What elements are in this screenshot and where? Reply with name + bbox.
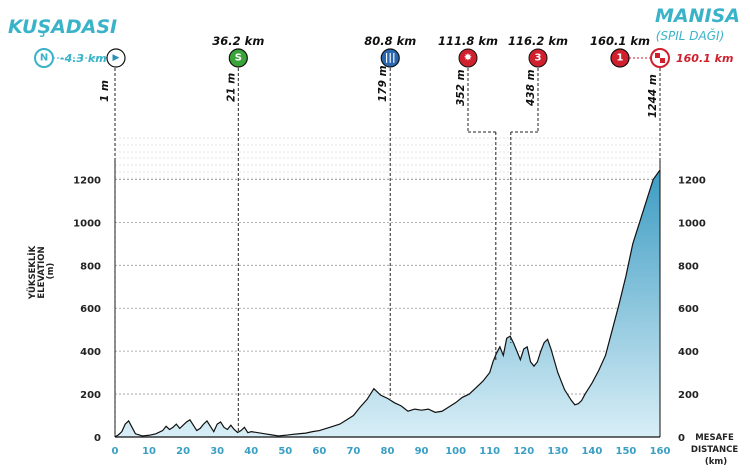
x-tick-label: 80: [381, 446, 395, 457]
altitude-label-bonus: 352 m: [455, 69, 467, 106]
x-tick-label: 70: [346, 446, 360, 457]
km-label-bonus: 111.8 km: [438, 34, 498, 48]
y-tick-label-left: 600: [80, 304, 101, 315]
x-tick-label: 20: [176, 446, 190, 457]
x-tick-label: 140: [581, 446, 602, 457]
x-tick-label: 50: [278, 446, 292, 457]
x-tick-label: 10: [142, 446, 156, 457]
marker-kom1: 1 160.1 km 1244 m: [590, 34, 661, 171]
neutral-distance: -4.3 km: [60, 52, 107, 65]
sprint-icon-symbol: S: [235, 53, 242, 64]
neutral-icon: [34, 48, 54, 68]
y-tick-label-right: 0: [678, 433, 685, 444]
finish-city-subtitle: (SPIL DAĞI): [656, 28, 725, 43]
sprint-icon: [228, 48, 248, 68]
elevation-area: [115, 170, 660, 437]
finish-distance: 160.1 km: [676, 52, 733, 65]
x-tick-label: 30: [210, 446, 224, 457]
finish-city-title: MANISA: [655, 5, 740, 27]
x-tick-label: 110: [479, 446, 500, 457]
x-tick-label: 60: [312, 446, 326, 457]
kom-cat1-icon-symbol: 1: [617, 53, 624, 64]
altitude-label-start: 1 m: [99, 80, 111, 102]
neutral-symbol: N: [40, 53, 48, 64]
km-label-sprint: 36.2 km: [212, 34, 264, 48]
y-tick-label-left: 400: [80, 347, 101, 358]
checkered-icon: [655, 53, 665, 63]
marker-sprint: S 36.2 km 21 m: [212, 34, 264, 433]
km-label-kom3: 116.2 km: [508, 34, 568, 48]
marker-bonus: ✸ 111.8 km 352 m: [438, 34, 498, 362]
flag-start-icon-symbol: ▶: [113, 53, 120, 63]
flag-start-icon: [106, 48, 126, 68]
start-city-title: KUŞADASI: [8, 16, 117, 38]
kom-cat1-icon: [610, 48, 630, 68]
y-axis-ticks-left: 0 200 400 600 800 1000 1200: [73, 175, 101, 444]
marker-kom3: 3 116.2 km 438 m: [508, 34, 568, 343]
y-tick-label-right: 1000: [678, 218, 706, 229]
elevation-line: [114, 169, 661, 438]
y-tick-label-left: 0: [94, 433, 101, 444]
bonus-sprint-icon-symbol: ✸: [464, 53, 472, 64]
altitude-label-kom3: 438 m: [525, 69, 537, 107]
kom-cat3-icon-symbol: 3: [535, 53, 542, 64]
y-tick-label-left: 1200: [73, 175, 101, 186]
y-tick-label-right: 1200: [678, 175, 706, 186]
y-tick-label-right: 200: [678, 390, 699, 401]
x-axis-ticks: 0 10 20 30 40 50 60 70 80 90 100 110 120 130 140 150 160: [112, 446, 671, 457]
y-tick-label-right: 600: [678, 304, 699, 315]
altitude-label-feed: 179 m: [377, 65, 389, 102]
y-tick-label-left: 800: [80, 261, 101, 272]
y-tick-label-right: 800: [678, 261, 699, 272]
feed-zone-icon-symbol: |||: [385, 53, 396, 64]
route-markers: ▶ 1 m S 36.2 km 21 m ||| 80.8 km 179 m ✸ 111.8 km…: [53, 34, 661, 437]
kom-cat3-icon: [528, 48, 548, 68]
x-tick-label: 100: [445, 446, 466, 457]
x-tick-label: 90: [415, 446, 429, 457]
y-axis-title: YÜKSEKLİK ELEVATION (m): [27, 243, 56, 300]
neutral-start: N -4.3 km: [34, 48, 107, 68]
altitude-label-kom1: 1244 m: [647, 74, 659, 118]
y-tick-label-left: 200: [80, 390, 101, 401]
x-tick-label: 0: [112, 446, 119, 457]
y-tick-label-right: 400: [678, 347, 699, 358]
x-tick-label: 40: [244, 446, 258, 457]
km-label-kom1: 160.1 km: [590, 34, 650, 48]
bonus-sprint-icon: [458, 48, 478, 68]
x-tick-label: 120: [513, 446, 534, 457]
x-tick-label: 130: [547, 446, 568, 457]
km-label-feed: 80.8 km: [364, 34, 416, 48]
axes: [114, 158, 661, 438]
grid: [115, 137, 660, 395]
finish-marker: 160.1 km: [650, 48, 733, 68]
x-tick-label: 150: [616, 446, 637, 457]
altitude-label-sprint: 21 m: [225, 73, 237, 102]
x-axis-title: MESAFE DISTANCE (km): [691, 433, 741, 467]
marker-start: ▶ 1 m: [53, 48, 126, 437]
y-axis-ticks-right: 0 200 400 600 800 1000 1200: [678, 175, 706, 444]
y-tick-label-left: 1000: [73, 218, 101, 229]
x-tick-label: 160: [650, 446, 671, 457]
feed-zone-icon: [380, 48, 400, 68]
marker-feed: ||| 80.8 km 179 m: [364, 34, 416, 399]
